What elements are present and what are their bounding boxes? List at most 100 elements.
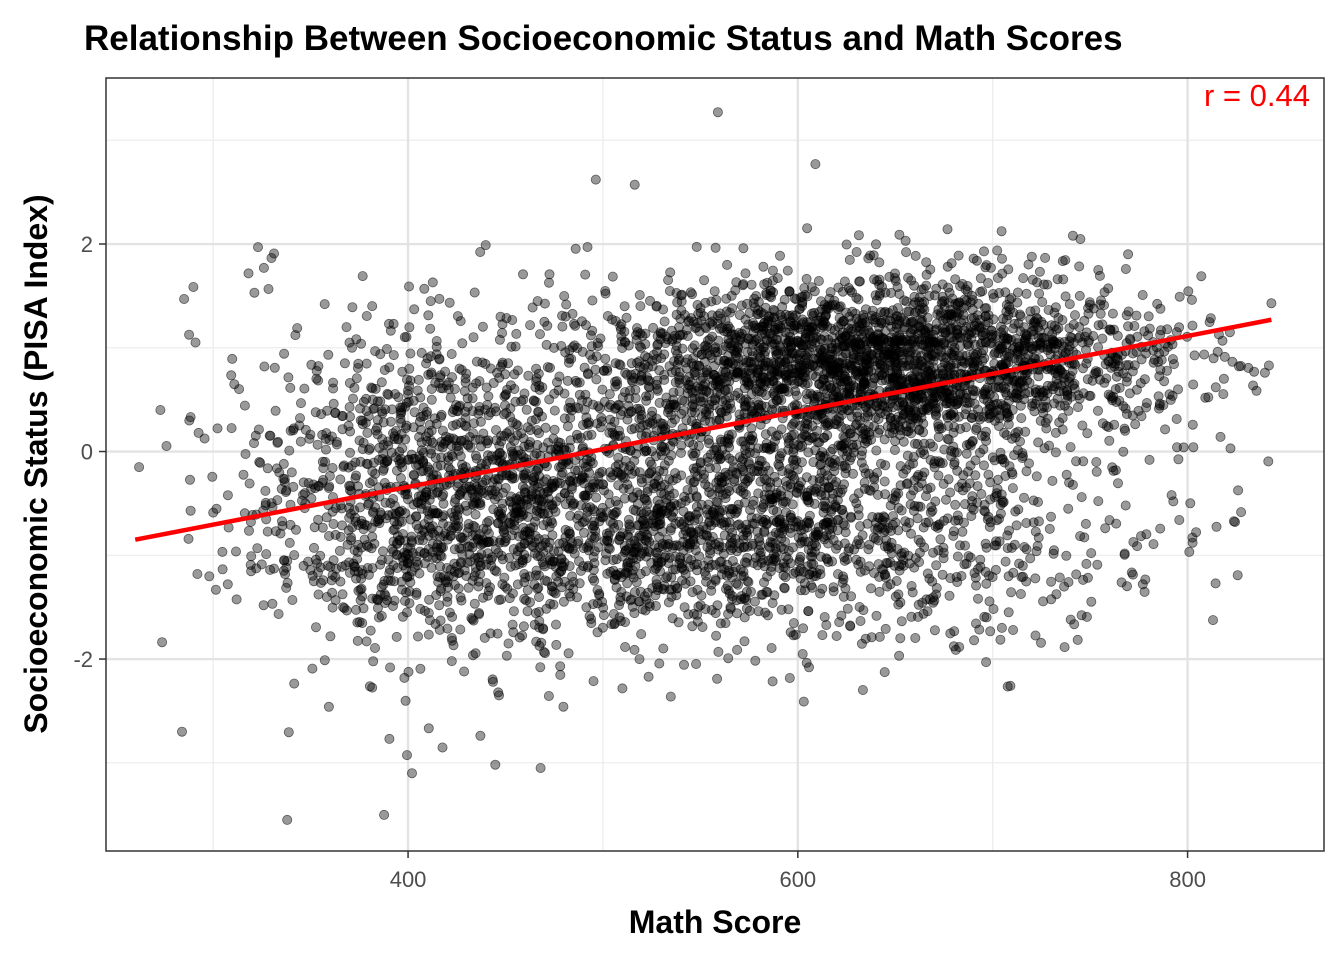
data-point bbox=[851, 322, 862, 333]
data-point bbox=[1168, 496, 1179, 507]
data-point bbox=[1034, 288, 1045, 299]
data-point bbox=[746, 279, 757, 290]
data-point bbox=[824, 293, 835, 304]
data-point bbox=[762, 571, 773, 582]
data-point bbox=[1016, 413, 1027, 424]
data-point bbox=[754, 466, 765, 477]
data-point bbox=[577, 346, 588, 357]
data-point bbox=[635, 301, 646, 312]
data-point bbox=[934, 424, 945, 435]
data-point bbox=[1049, 545, 1060, 556]
data-point bbox=[1211, 521, 1222, 532]
data-point bbox=[1152, 298, 1163, 309]
data-point bbox=[794, 554, 805, 565]
data-point bbox=[1123, 249, 1134, 260]
data-point bbox=[511, 328, 522, 339]
data-point bbox=[759, 527, 770, 538]
data-point bbox=[335, 474, 346, 485]
data-point bbox=[1093, 405, 1104, 416]
data-point bbox=[784, 286, 795, 297]
data-point bbox=[800, 491, 811, 502]
data-point bbox=[1227, 356, 1238, 367]
data-point bbox=[853, 230, 864, 241]
data-point bbox=[949, 342, 960, 353]
data-point bbox=[309, 522, 320, 533]
data-point bbox=[552, 377, 563, 388]
data-point bbox=[791, 487, 802, 498]
data-point bbox=[995, 508, 1006, 519]
data-point bbox=[779, 383, 790, 394]
data-point bbox=[871, 445, 882, 456]
data-point bbox=[1208, 615, 1219, 626]
data-point bbox=[916, 478, 927, 489]
data-point bbox=[893, 525, 904, 536]
data-point bbox=[764, 377, 775, 388]
data-point bbox=[636, 629, 647, 640]
data-point bbox=[639, 446, 650, 457]
data-point bbox=[1076, 492, 1087, 503]
data-point bbox=[844, 254, 855, 265]
data-point bbox=[709, 286, 720, 297]
data-point bbox=[657, 526, 668, 537]
data-point bbox=[783, 604, 794, 615]
data-point bbox=[900, 516, 911, 527]
data-point bbox=[981, 657, 992, 668]
data-point bbox=[838, 431, 849, 442]
data-point bbox=[1061, 550, 1072, 561]
data-point bbox=[723, 433, 734, 444]
data-point bbox=[771, 395, 782, 406]
data-point bbox=[910, 250, 921, 261]
data-point bbox=[880, 460, 891, 471]
data-point bbox=[1173, 384, 1184, 395]
data-point bbox=[901, 247, 912, 258]
data-point bbox=[581, 320, 592, 331]
data-point bbox=[863, 253, 874, 264]
data-point bbox=[773, 528, 784, 539]
data-point bbox=[1030, 387, 1041, 398]
data-point bbox=[839, 538, 850, 549]
data-point bbox=[723, 653, 734, 664]
data-point bbox=[802, 317, 813, 328]
data-point bbox=[967, 496, 978, 507]
data-point bbox=[716, 472, 727, 483]
data-point bbox=[1017, 560, 1028, 571]
data-point bbox=[551, 639, 562, 650]
data-point bbox=[679, 659, 690, 670]
data-point bbox=[937, 323, 948, 334]
data-point bbox=[722, 259, 733, 270]
data-point bbox=[1184, 546, 1195, 557]
data-point bbox=[1032, 277, 1043, 288]
data-point bbox=[673, 617, 684, 628]
data-point bbox=[580, 269, 591, 280]
data-point bbox=[602, 310, 613, 321]
data-point bbox=[905, 490, 916, 501]
data-point bbox=[1008, 323, 1019, 334]
data-point bbox=[1073, 402, 1084, 413]
data-point bbox=[1026, 251, 1037, 262]
data-point bbox=[997, 268, 1008, 279]
data-point bbox=[615, 596, 626, 607]
data-point bbox=[819, 369, 830, 380]
data-point bbox=[973, 564, 984, 575]
data-point bbox=[1199, 349, 1210, 360]
data-point bbox=[1021, 518, 1032, 529]
data-point bbox=[820, 343, 831, 354]
data-point bbox=[727, 537, 738, 548]
data-point bbox=[758, 517, 769, 528]
data-point bbox=[557, 321, 568, 332]
data-point bbox=[857, 530, 868, 541]
data-point bbox=[652, 375, 663, 386]
data-point bbox=[1188, 442, 1199, 453]
data-point bbox=[1086, 548, 1097, 559]
data-point bbox=[663, 597, 674, 608]
data-point bbox=[741, 557, 752, 568]
data-point bbox=[544, 277, 555, 288]
data-point bbox=[939, 395, 950, 406]
data-point bbox=[888, 373, 899, 384]
data-point bbox=[996, 622, 1007, 633]
data-point bbox=[596, 412, 607, 423]
data-point bbox=[581, 602, 592, 613]
data-point bbox=[686, 358, 697, 369]
data-point bbox=[276, 516, 287, 527]
data-point bbox=[1120, 500, 1131, 511]
